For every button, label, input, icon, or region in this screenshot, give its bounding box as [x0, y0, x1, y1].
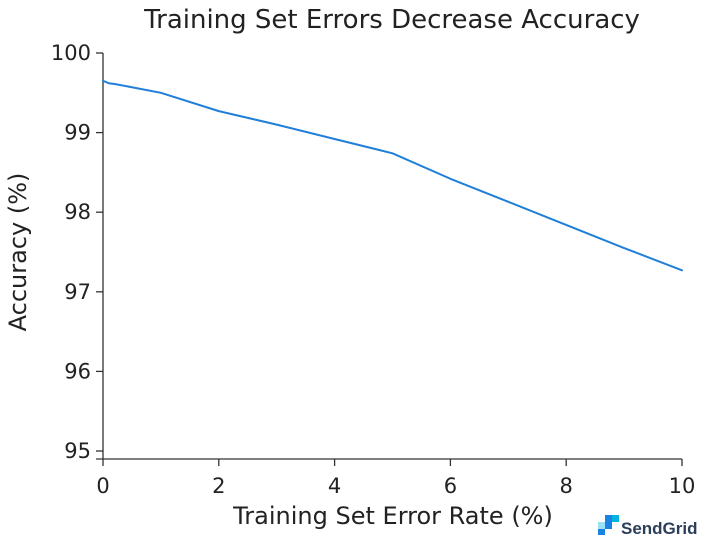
axes: 95 96 97 98 99 100 0 2 4 6 8 10 [51, 41, 695, 498]
y-tick-label: 95 [64, 439, 91, 463]
x-tick-label: 0 [96, 474, 109, 498]
y-tick-label: 96 [64, 359, 91, 383]
y-tick-label: 98 [64, 200, 91, 224]
x-tick-label: 2 [212, 474, 225, 498]
y-axis-title: Accuracy (%) [4, 173, 32, 332]
x-tick-label: 4 [328, 474, 341, 498]
plot-area [102, 79, 683, 272]
y-tick-label: 99 [64, 121, 91, 145]
y-tick-label: 100 [51, 41, 91, 65]
x-tick-label: 10 [669, 474, 696, 498]
y-tick-label: 97 [64, 280, 91, 304]
sendgrid-logo-text: SendGrid [621, 519, 698, 538]
sendgrid-logo: SendGrid [598, 515, 698, 538]
series-line-0 [102, 79, 683, 272]
x-tick-label: 8 [560, 474, 573, 498]
sendgrid-logo-icon [598, 515, 619, 535]
chart-title: Training Set Errors Decrease Accuracy [143, 5, 640, 35]
x-axis-title: Training Set Error Rate (%) [232, 502, 553, 530]
x-tick-label: 6 [444, 474, 457, 498]
